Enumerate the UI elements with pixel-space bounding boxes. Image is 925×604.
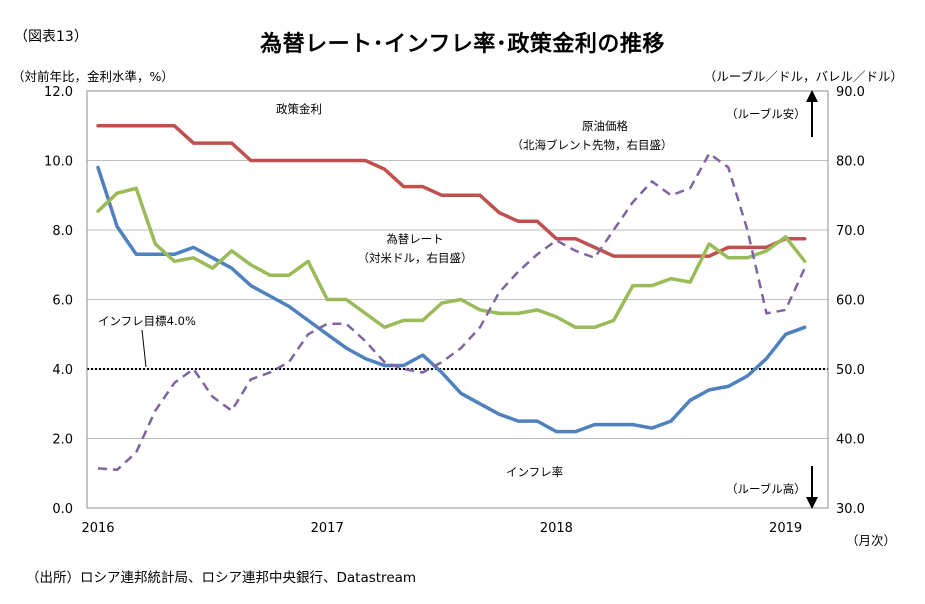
annotation-ruble-strong: （ルーブル高） <box>726 482 806 496</box>
x-axis-unit: （月次） <box>846 533 897 548</box>
y-right-tick-label: 30.0 <box>836 502 865 517</box>
annotation-policy-rate: 政策金利 <box>276 102 322 116</box>
arrow-down-icon <box>806 497 818 509</box>
plot-border <box>86 90 829 509</box>
reference-line-group <box>87 329 828 370</box>
plot-frame <box>86 90 829 509</box>
series-lines <box>96 124 807 472</box>
annotation-inflation: インフレ率 <box>506 465 563 479</box>
y-right-tick-label: 70.0 <box>836 224 865 239</box>
annotation-inflation-target: インフレ目標4.0% <box>98 314 196 328</box>
y-right-tick-label: 40.0 <box>836 433 865 448</box>
source-note: （出所）ロシア連邦統計局、ロシア連邦中央銀行、Datastream <box>26 570 417 586</box>
y-left-tick-label: 10.0 <box>44 155 73 170</box>
y-left-tick-label: 4.0 <box>52 363 73 378</box>
y-right-tick-label: 90.0 <box>836 85 865 100</box>
y-left-tick-label: 2.0 <box>52 433 73 448</box>
x-tick-label: 2016 <box>81 521 114 536</box>
y-right-tick-label: 80.0 <box>836 155 865 170</box>
annotation-oil-line1: 原油価格 <box>582 119 628 133</box>
series-line <box>96 186 807 330</box>
annotation-ruble-weak: （ルーブル安） <box>726 107 806 121</box>
inflation-target-leader <box>141 329 147 368</box>
y-right-tick-label: 50.0 <box>836 363 865 378</box>
series-line <box>96 124 807 258</box>
arrow-up-icon <box>806 90 818 102</box>
y-left-tick-label: 8.0 <box>52 224 73 239</box>
series-line <box>97 152 806 472</box>
x-tick-label: 2018 <box>540 521 573 536</box>
figure-label: （図表13） <box>14 29 88 45</box>
y-left-tick-label: 0.0 <box>52 502 73 517</box>
x-tick-label: 2017 <box>311 521 344 536</box>
chart-title: 為替レート･インフレ率･政策金利の推移 <box>260 32 665 57</box>
y-right-tick-label: 60.0 <box>836 294 865 309</box>
annotation-fx-line2: （対米ドル，右目盛） <box>358 251 473 265</box>
tick-labels: 0.0 2.0 4.0 6.0 8.0 10.0 12.0 30.0 40.0 50.0 60.0 7… <box>44 85 865 536</box>
annotation-oil-line2: （北海ブレント先物，右目盛） <box>512 138 673 152</box>
y-left-tick-label: 12.0 <box>44 85 73 100</box>
series-line <box>96 165 807 434</box>
y-left-tick-label: 6.0 <box>52 294 73 309</box>
left-axis-label: （対前年比，金利水準，%） <box>12 69 174 84</box>
x-tick-label: 2019 <box>769 521 802 536</box>
annotation-fx-line1: 為替レート <box>386 232 444 246</box>
right-axis-label: （ルーブル／ドル，バレル／ドル） <box>703 69 903 84</box>
